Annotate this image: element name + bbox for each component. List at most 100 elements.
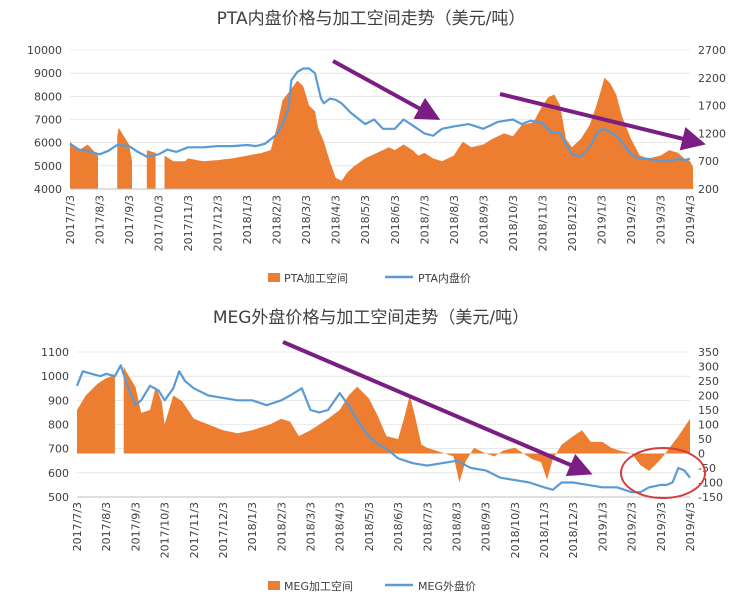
pta-trend-arrows <box>332 59 706 151</box>
pta-x-tick-label: 2018/2/3 <box>271 195 284 244</box>
pta-left-tick-label: 5000 <box>34 160 62 173</box>
meg-right-tick-label: 200 <box>698 390 719 403</box>
pta-legend-area-swatch <box>268 273 280 282</box>
meg-right-tick-label: 150 <box>698 404 719 417</box>
meg-x-tick-label: 2019/2/3 <box>626 502 639 551</box>
meg-x-tick-label: 2018/7/3 <box>421 502 434 551</box>
meg-left-tick-label: 500 <box>48 491 69 504</box>
pta-legend-line-label: PTA内盘价 <box>418 271 471 285</box>
meg-chart: MEG外盘价格与加工空间走势（美元/吨） 5006007008009001000… <box>41 308 723 593</box>
meg-legend-line-label: MEG外盘价 <box>418 579 476 593</box>
meg-x-tick-label: 2017/10/3 <box>159 502 172 558</box>
pta-margin-area <box>117 127 132 189</box>
meg-right-tick-label: -50 <box>698 462 716 475</box>
meg-x-tick-label: 2018/1/3 <box>246 502 259 551</box>
meg-x-tick-label: 2019/4/3 <box>684 502 697 551</box>
meg-trend-arrow <box>282 340 593 476</box>
pta-x-tick-label: 2018/6/3 <box>389 195 402 244</box>
pta-legend-area-label: PTA加工空间 <box>284 271 348 285</box>
pta-left-tick-label: 6000 <box>34 137 62 150</box>
meg-right-tick-label: 350 <box>698 346 719 359</box>
pta-x-tick-label: 2018/8/3 <box>448 195 461 244</box>
meg-x-tick-label: 2018/10/3 <box>509 502 522 558</box>
meg-right-tick-label: 250 <box>698 375 719 388</box>
pta-x-tick-label: 2018/5/3 <box>359 195 372 244</box>
pta-x-tick-label: 2018/4/3 <box>330 195 343 244</box>
meg-x-tick-label: 2018/5/3 <box>363 502 376 551</box>
pta-margin-area <box>146 150 156 189</box>
meg-left-tick-label: 600 <box>48 467 69 480</box>
pta-left-tick-label: 4000 <box>34 183 62 196</box>
meg-x-tick-label: 2018/2/3 <box>275 502 288 551</box>
pta-x-tick-label: 2019/4/3 <box>684 195 697 244</box>
pta-x-tick-label: 2019/2/3 <box>625 195 638 244</box>
meg-x-tick-label: 2018/9/3 <box>480 502 493 551</box>
meg-left-tick-label: 800 <box>48 419 69 432</box>
meg-right-tick-label: 100 <box>698 419 719 432</box>
pta-x-tick-label: 2019/1/3 <box>595 195 608 244</box>
pta-chart: PTA内盘价格与加工空间走势（美元/吨） 4000 5000 6000 7000 800… <box>27 9 726 285</box>
pta-margin-area <box>164 77 693 189</box>
meg-price-line <box>75 364 691 494</box>
meg-right-tick-label: 50 <box>698 433 712 446</box>
pta-right-tick-label: 2700 <box>698 44 726 57</box>
pta-x-tick-label: 2018/11/3 <box>536 195 549 251</box>
pta-x-axis: 2017/7/3 2017/8/3 2017/9/3 2017/10/3 2017/11… <box>64 195 697 251</box>
meg-annotations <box>282 340 706 499</box>
pta-x-tick-label: 2018/9/3 <box>477 195 490 244</box>
meg-left-tick-label: 1100 <box>41 346 69 359</box>
pta-x-tick-label: 2017/7/3 <box>64 195 77 244</box>
pta-x-tick-label: 2018/7/3 <box>418 195 431 244</box>
meg-legend-area-label: MEG加工空间 <box>284 579 353 593</box>
meg-right-tick-label: 300 <box>698 361 719 374</box>
meg-x-tick-label: 2018/12/3 <box>567 502 580 558</box>
pta-x-tick-label: 2017/11/3 <box>182 195 195 251</box>
pta-chart-title: PTA内盘价格与加工空间走势（美元/吨） <box>217 9 526 29</box>
pta-legend: PTA加工空间 PTA内盘价 <box>268 271 471 285</box>
pta-right-tick-label: 200 <box>698 183 719 196</box>
meg-x-tick-label: 2019/1/3 <box>596 502 609 551</box>
pta-left-axis: 4000 5000 6000 7000 8000 9000 10000 <box>27 44 62 196</box>
meg-left-tick-label: 1000 <box>41 370 69 383</box>
pta-left-tick-label: 7000 <box>34 114 62 127</box>
meg-x-tick-label: 2017/8/3 <box>100 502 113 551</box>
pta-x-tick-label: 2018/1/3 <box>241 195 254 244</box>
pta-trend-arrow-2 <box>499 92 706 151</box>
pta-left-tick-label: 8000 <box>34 90 62 103</box>
meg-x-axis: 2017/7/3 2017/8/3 2017/9/3 2017/10/3 2017/11… <box>71 502 697 558</box>
pta-x-tick-label: 2018/12/3 <box>566 195 579 251</box>
pta-left-tick-label: 10000 <box>27 44 62 57</box>
meg-x-tick-label: 2017/11/3 <box>188 502 201 558</box>
meg-left-axis: 500 600 700 800 900 1000 1100 <box>41 346 69 504</box>
pta-x-tick-label: 2017/8/3 <box>94 195 107 244</box>
meg-x-tick-label: 2018/8/3 <box>450 502 463 551</box>
meg-x-tick-label: 2017/12/3 <box>217 502 230 558</box>
meg-chart-title: MEG外盘价格与加工空间走势（美元/吨） <box>213 308 529 328</box>
pta-plot-area <box>69 67 693 190</box>
pta-right-tick-label: 700 <box>698 155 719 168</box>
meg-highlight-circle <box>620 447 706 499</box>
pta-right-tick-label: 1700 <box>698 100 726 113</box>
pta-x-tick-label: 2017/9/3 <box>123 195 136 244</box>
pta-margin-area <box>70 141 98 189</box>
meg-left-tick-label: 700 <box>48 443 69 456</box>
pta-right-tick-label: 2200 <box>698 72 726 85</box>
meg-x-tick-label: 2019/3/3 <box>655 502 668 551</box>
meg-legend: MEG加工空间 MEG外盘价 <box>268 579 476 593</box>
meg-x-tick-label: 2017/7/3 <box>71 502 84 551</box>
pta-price-line <box>69 67 691 163</box>
pta-x-tick-label: 2017/12/3 <box>212 195 225 251</box>
pta-x-tick-label: 2017/10/3 <box>153 195 166 251</box>
meg-x-tick-label: 2018/4/3 <box>334 502 347 551</box>
pta-right-axis: 200 700 1200 1700 2200 2700 <box>698 44 726 196</box>
pta-left-tick-label: 9000 <box>34 67 62 80</box>
pta-trend-arrow-1 <box>332 59 441 120</box>
pta-right-tick-label: 1200 <box>698 127 726 140</box>
meg-right-tick-label: 0 <box>698 448 705 461</box>
meg-margin-area <box>77 375 115 454</box>
meg-x-tick-label: 2018/11/3 <box>538 502 551 558</box>
meg-legend-area-swatch <box>268 581 280 590</box>
